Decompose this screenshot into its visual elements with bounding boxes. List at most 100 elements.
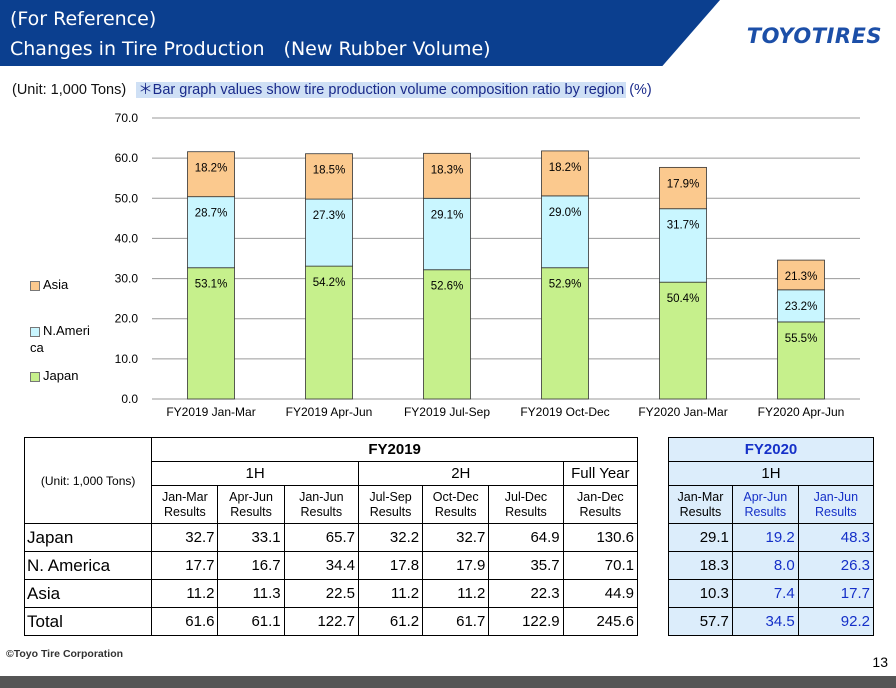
fy2019-table: (Unit: 1,000 Tons) FY2019 1H 2H Full Yea…	[23, 437, 639, 636]
cell-value: 61.7	[422, 607, 490, 636]
fy2019-header: FY2019	[151, 437, 638, 462]
col-header: Apr-Jun Results	[731, 485, 799, 524]
bar-segment	[777, 259, 825, 291]
x-tick-label: FY2019 Apr-Jun	[286, 405, 373, 419]
x-tick-label: FY2020 Jan-Mar	[638, 405, 727, 419]
cell-value: 17.7	[151, 551, 219, 580]
fy2020-header: FY2020	[668, 437, 874, 462]
bar-segment	[305, 198, 353, 267]
fy2019-1h-header: 1H	[151, 461, 359, 486]
data-label: 18.2%	[195, 163, 228, 175]
bar-segment	[423, 269, 471, 400]
slide-title-line1: (For Reference)	[10, 8, 157, 30]
bar-segment	[659, 281, 707, 400]
fy2019-2h-header: 2H	[357, 461, 564, 486]
bar-segment	[187, 196, 235, 269]
cell-value: 57.7	[668, 607, 733, 636]
data-label: 18.5%	[313, 165, 346, 177]
cell-value: 11.3	[217, 579, 285, 608]
cell-value: 34.5	[731, 607, 799, 636]
composition-note: ＊Bar graph values show tire production v…	[136, 82, 627, 98]
cell-value: 7.4	[731, 579, 799, 608]
legend-item-namerica: N.Ameri ca	[30, 322, 90, 356]
data-label: 53.1%	[195, 279, 228, 291]
header-band	[0, 0, 720, 66]
cell-value: 61.1	[217, 607, 285, 636]
cell-value: 44.9	[562, 579, 639, 608]
table-row: 29.1 19.2 48.3	[668, 523, 875, 552]
y-tick-label: 40.0	[115, 231, 139, 245]
cell-value: 32.2	[357, 523, 424, 552]
row-label-namerica: N. America	[23, 551, 153, 580]
unit-note-row: (Unit: 1,000 Tons) ＊Bar graph values show…	[12, 78, 652, 99]
y-tick-label: 70.0	[115, 111, 139, 125]
cell-value: 122.9	[488, 607, 564, 636]
col-header: Oct-Dec Results	[422, 485, 490, 524]
bottom-bar	[0, 676, 896, 688]
cell-value: 61.6	[151, 607, 219, 636]
col-header: Jul-Sep Results	[357, 485, 424, 524]
bar-segment	[777, 321, 825, 400]
row-label-japan: Japan	[23, 523, 153, 552]
y-tick-label: 0.0	[121, 392, 138, 406]
data-label: 18.3%	[431, 164, 464, 176]
cell-value: 70.1	[562, 551, 639, 580]
col-header: Jul-Dec Results	[488, 485, 564, 524]
cell-value: 34.4	[283, 551, 359, 580]
col-header: Apr-Jun Results	[217, 485, 285, 524]
legend-label-japan: Japan	[43, 368, 79, 383]
table-unit-label: (Unit: 1,000 Tons)	[23, 437, 153, 524]
data-label: 27.3%	[313, 210, 346, 222]
data-label: 52.9%	[549, 279, 582, 291]
bar-segment	[541, 267, 589, 400]
slide-header: (For Reference) Changes in Tire Producti…	[0, 0, 896, 66]
bar-segment	[305, 153, 353, 200]
bar-segment	[659, 166, 707, 210]
cell-value: 17.9	[422, 551, 490, 580]
production-bar-chart: 70.0 60.0 50.0 40.0 30.0 20.0 10.0 0.0 53.1% 28.7…	[115, 111, 860, 419]
legend-swatch-namerica	[30, 326, 40, 337]
cell-value: 11.2	[151, 579, 219, 608]
data-label: 52.6%	[431, 281, 464, 293]
legend-swatch-asia	[30, 280, 40, 291]
percent-label: (%)	[629, 82, 652, 98]
table-row: 18.3 8.0 26.3	[668, 551, 875, 580]
table-row: Total 61.6 61.1 122.7 61.2 61.7 122.9 24…	[23, 607, 639, 636]
legend-label-asia: Asia	[43, 277, 69, 292]
cell-value: 35.7	[488, 551, 564, 580]
cell-value: 29.1	[668, 523, 733, 552]
cell-value: 32.7	[151, 523, 219, 552]
cell-value: 245.6	[562, 607, 639, 636]
cell-value: 16.7	[217, 551, 285, 580]
cell-value: 17.7	[797, 579, 875, 608]
toyo-tires-logo: TOYOTIRES	[746, 24, 882, 48]
col-header: Jan-Jun Results	[283, 485, 359, 524]
x-tick-label: FY2019 Jul-Sep	[404, 405, 490, 419]
data-label: 28.7%	[195, 208, 228, 220]
cell-value: 11.2	[422, 579, 490, 608]
legend-item-asia: Asia	[30, 277, 68, 292]
y-tick-label: 20.0	[115, 312, 139, 326]
cell-value: 10.3	[668, 579, 733, 608]
bar-segment	[541, 150, 589, 197]
x-tick-label: FY2019 Oct-Dec	[520, 405, 609, 419]
cell-value: 17.8	[357, 551, 424, 580]
data-label: 50.4%	[667, 293, 700, 305]
cell-value: 65.7	[283, 523, 359, 552]
cell-value: 18.3	[668, 551, 733, 580]
data-label: 23.2%	[785, 301, 818, 313]
unit-label: (Unit: 1,000 Tons)	[12, 82, 127, 98]
x-tick-label: FY2019 Jan-Mar	[166, 405, 255, 419]
col-header: Jan-Mar Results	[151, 485, 219, 524]
copyright: ©Toyo Tire Corporation	[6, 648, 124, 660]
x-tick-label: FY2020 Apr-Jun	[758, 405, 845, 419]
y-tick-label: 60.0	[115, 151, 139, 165]
cell-value: 22.3	[488, 579, 564, 608]
table-row: Japan 32.7 33.1 65.7 32.2 32.7 64.9 130.…	[23, 523, 639, 552]
row-label-asia: Asia	[23, 579, 153, 608]
data-label: 29.0%	[549, 207, 582, 219]
data-label: 54.2%	[313, 277, 346, 289]
y-tick-label: 50.0	[115, 191, 139, 205]
cell-value: 130.6	[562, 523, 639, 552]
legend-item-japan: Japan	[30, 368, 78, 383]
